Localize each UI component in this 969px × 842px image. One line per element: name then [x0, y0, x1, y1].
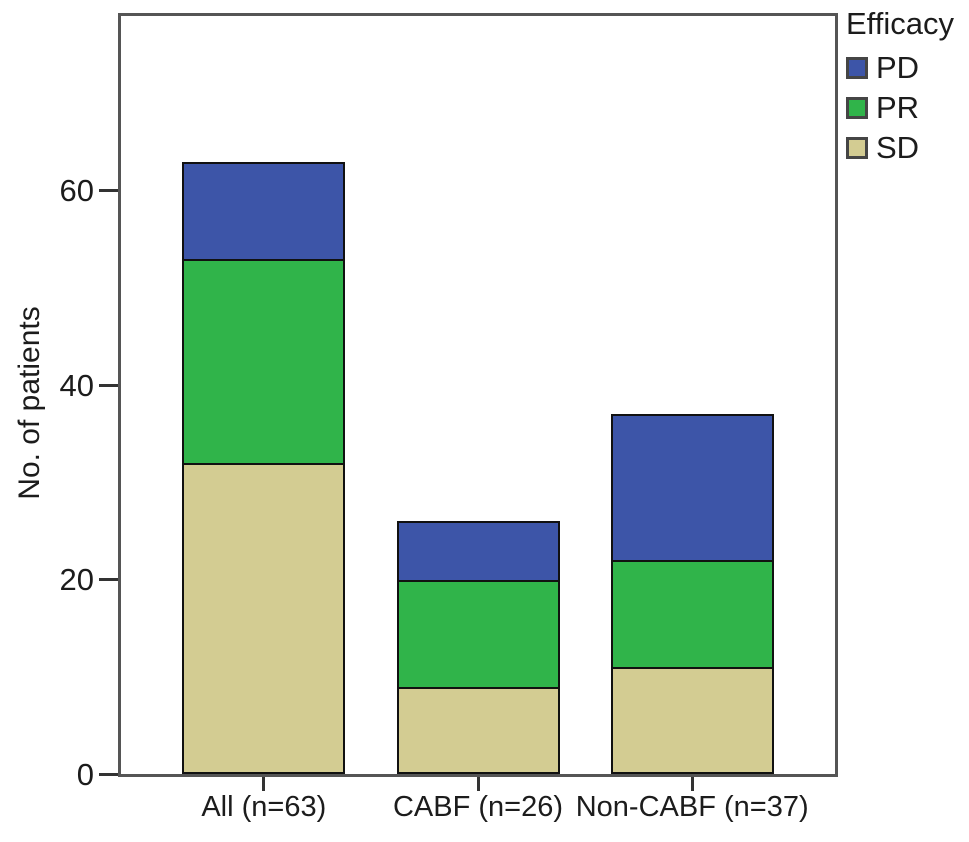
bar-segment-sd: [612, 669, 772, 772]
stacked-bar-non-cabf: [610, 414, 774, 774]
legend-title: Efficacy: [846, 6, 954, 41]
y-axis-tick-mark: [99, 772, 118, 776]
x-axis-category-label: Non-CABF (n=37): [575, 791, 809, 823]
stacked-bar-all: [182, 161, 346, 774]
legend-label: PD: [876, 50, 920, 85]
legend: Efficacy PD PR SD: [846, 6, 954, 163]
legend-swatch-pd: [846, 56, 868, 79]
bar-segment-pr: [612, 562, 772, 670]
bar-segment-pr: [398, 581, 558, 689]
x-axis-tick-mark: [690, 777, 694, 791]
bar-segment-pd: [612, 416, 772, 563]
legend-entry-sd: SD: [846, 132, 954, 163]
y-axis-tick-label: 60: [59, 173, 94, 209]
legend-rows: PD PR SD: [846, 52, 954, 163]
legend-swatch-pr: [846, 96, 868, 119]
bar-segment-pd: [398, 523, 558, 582]
y-axis-title: No. of patients: [13, 306, 46, 500]
legend-entry-pd: PD: [846, 52, 954, 83]
bar-segment-pr: [184, 260, 344, 465]
legend-label: SD: [876, 130, 920, 165]
legend-entry-pr: PR: [846, 92, 954, 123]
x-axis-category-label: All (n=63): [201, 791, 327, 823]
y-axis-tick-label: 20: [59, 562, 94, 598]
bar-segment-pd: [184, 163, 344, 261]
y-axis-tick-label: 40: [59, 367, 94, 403]
y-axis-tick-mark: [99, 578, 118, 582]
legend-swatch-sd: [846, 136, 868, 159]
y-axis-tick-label: 0: [76, 756, 94, 792]
legend-label: PR: [876, 90, 920, 125]
x-axis-tick-mark: [262, 777, 266, 791]
x-axis-tick-mark: [476, 777, 480, 791]
stacked-bar-cabf: [396, 521, 560, 774]
bar-segment-sd: [398, 688, 558, 772]
bar-segment-sd: [184, 465, 344, 772]
y-axis-tick-mark: [99, 189, 118, 193]
y-axis-tick-mark: [99, 383, 118, 387]
x-axis-category-label: CABF (n=26): [392, 791, 564, 823]
